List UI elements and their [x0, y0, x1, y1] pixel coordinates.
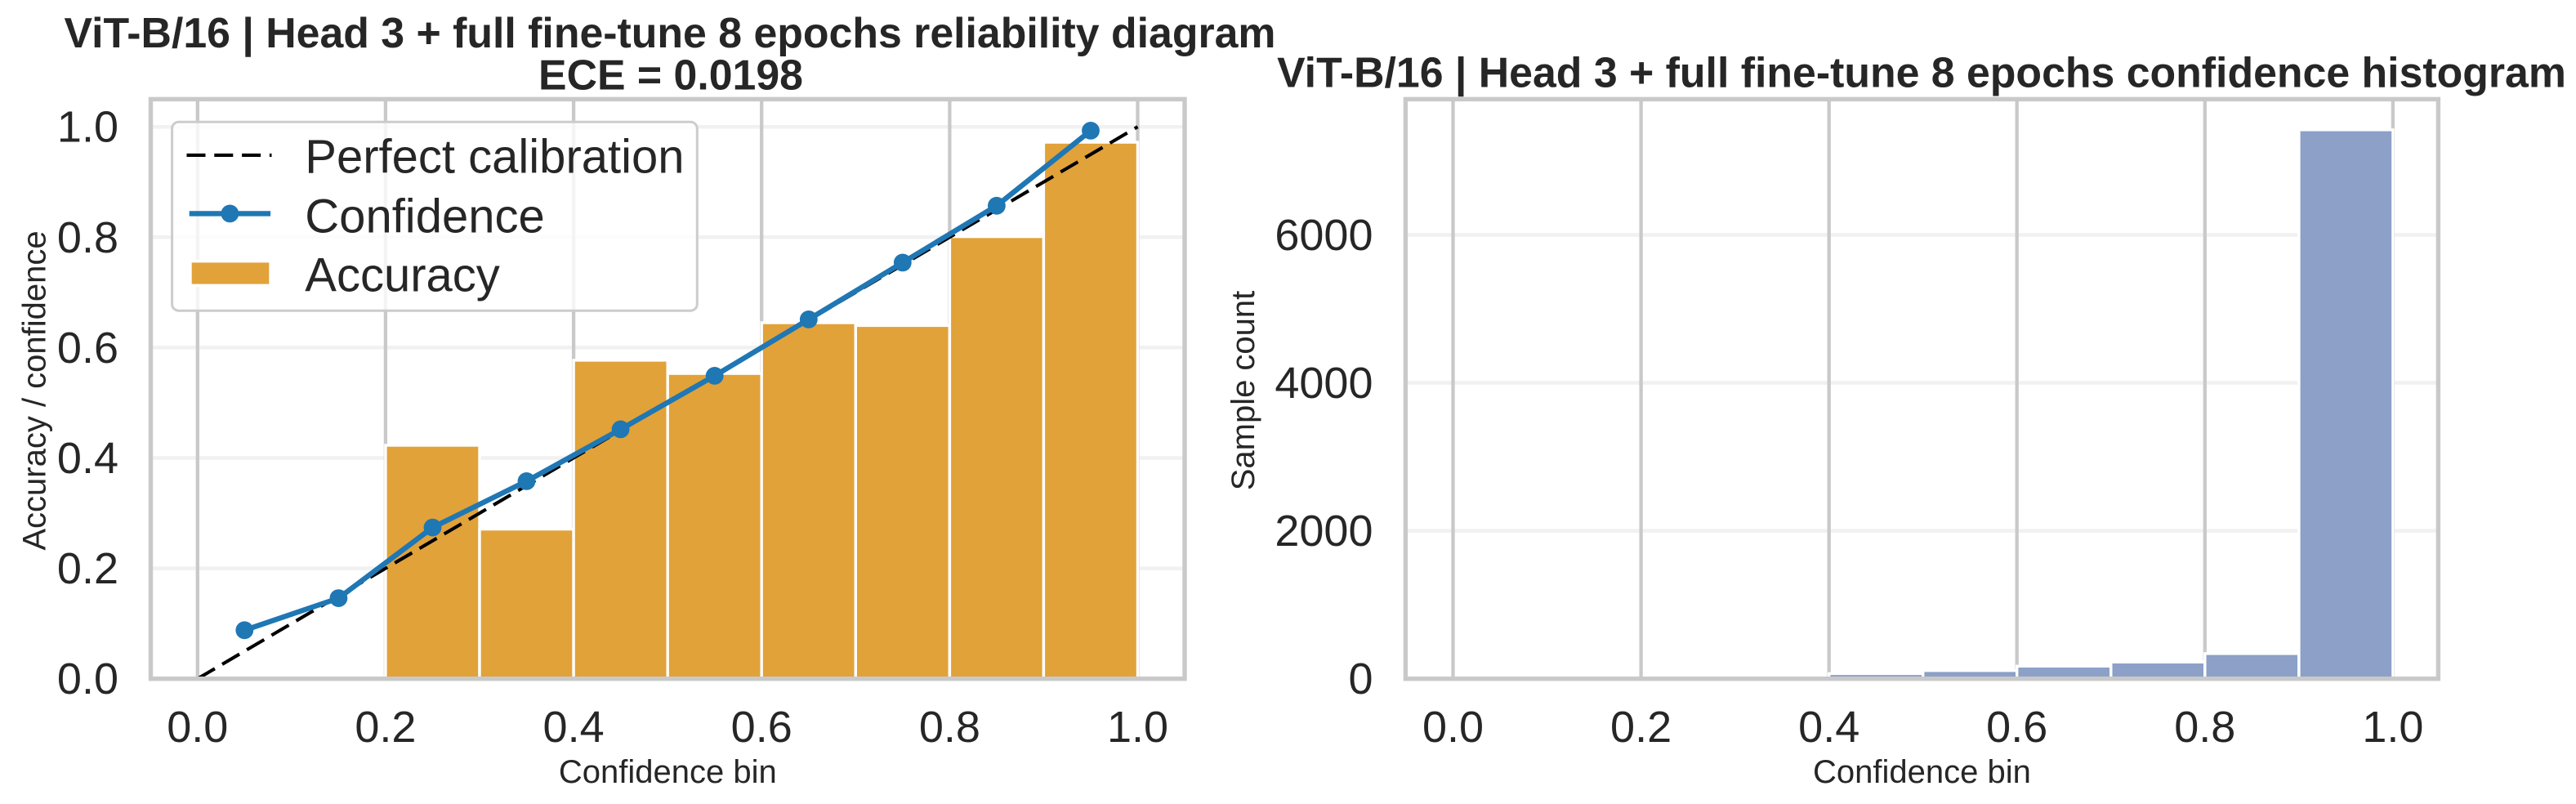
svg-text:Accuracy / confidence: Accuracy / confidence [17, 230, 53, 550]
svg-text:0.8: 0.8 [2174, 703, 2235, 752]
svg-text:0.8: 0.8 [57, 213, 118, 262]
svg-text:0.2: 0.2 [57, 544, 118, 593]
svg-text:0.2: 0.2 [1610, 703, 1672, 752]
svg-text:0.0: 0.0 [57, 654, 118, 704]
svg-text:0.4: 0.4 [543, 703, 605, 752]
svg-text:ViT-B/16 | Head 3 + full fine-: ViT-B/16 | Head 3 + full fine-tune 8 epo… [1277, 48, 2566, 96]
svg-text:0.4: 0.4 [1798, 703, 1859, 752]
svg-text:0.0: 0.0 [1422, 703, 1484, 752]
svg-text:Accuracy: Accuracy [305, 249, 500, 302]
svg-text:0.2: 0.2 [355, 703, 416, 752]
svg-text:0.6: 0.6 [731, 703, 792, 752]
svg-text:0: 0 [1348, 654, 1373, 704]
svg-text:6000: 6000 [1275, 211, 1373, 260]
svg-text:0.8: 0.8 [919, 703, 980, 752]
svg-text:0.0: 0.0 [167, 703, 228, 752]
svg-text:0.6: 0.6 [57, 324, 118, 373]
svg-text:ViT-B/16 | Head 3 + full fine-: ViT-B/16 | Head 3 + full fine-tune 8 epo… [65, 9, 1276, 57]
svg-text:Sample count: Sample count [1225, 291, 1261, 491]
svg-text:0.4: 0.4 [57, 434, 118, 483]
svg-text:1.0: 1.0 [1107, 703, 1168, 752]
svg-text:4000: 4000 [1275, 359, 1373, 408]
svg-text:Confidence bin: Confidence bin [1813, 754, 2031, 790]
svg-text:1.0: 1.0 [57, 103, 118, 152]
svg-text:ECE = 0.0198: ECE = 0.0198 [538, 51, 803, 99]
svg-text:Confidence bin: Confidence bin [559, 754, 777, 790]
svg-text:Confidence: Confidence [305, 190, 544, 243]
svg-text:0.6: 0.6 [1986, 703, 2047, 752]
svg-text:2000: 2000 [1275, 507, 1373, 556]
svg-text:1.0: 1.0 [2362, 703, 2423, 752]
svg-text:Perfect calibration: Perfect calibration [305, 131, 684, 184]
